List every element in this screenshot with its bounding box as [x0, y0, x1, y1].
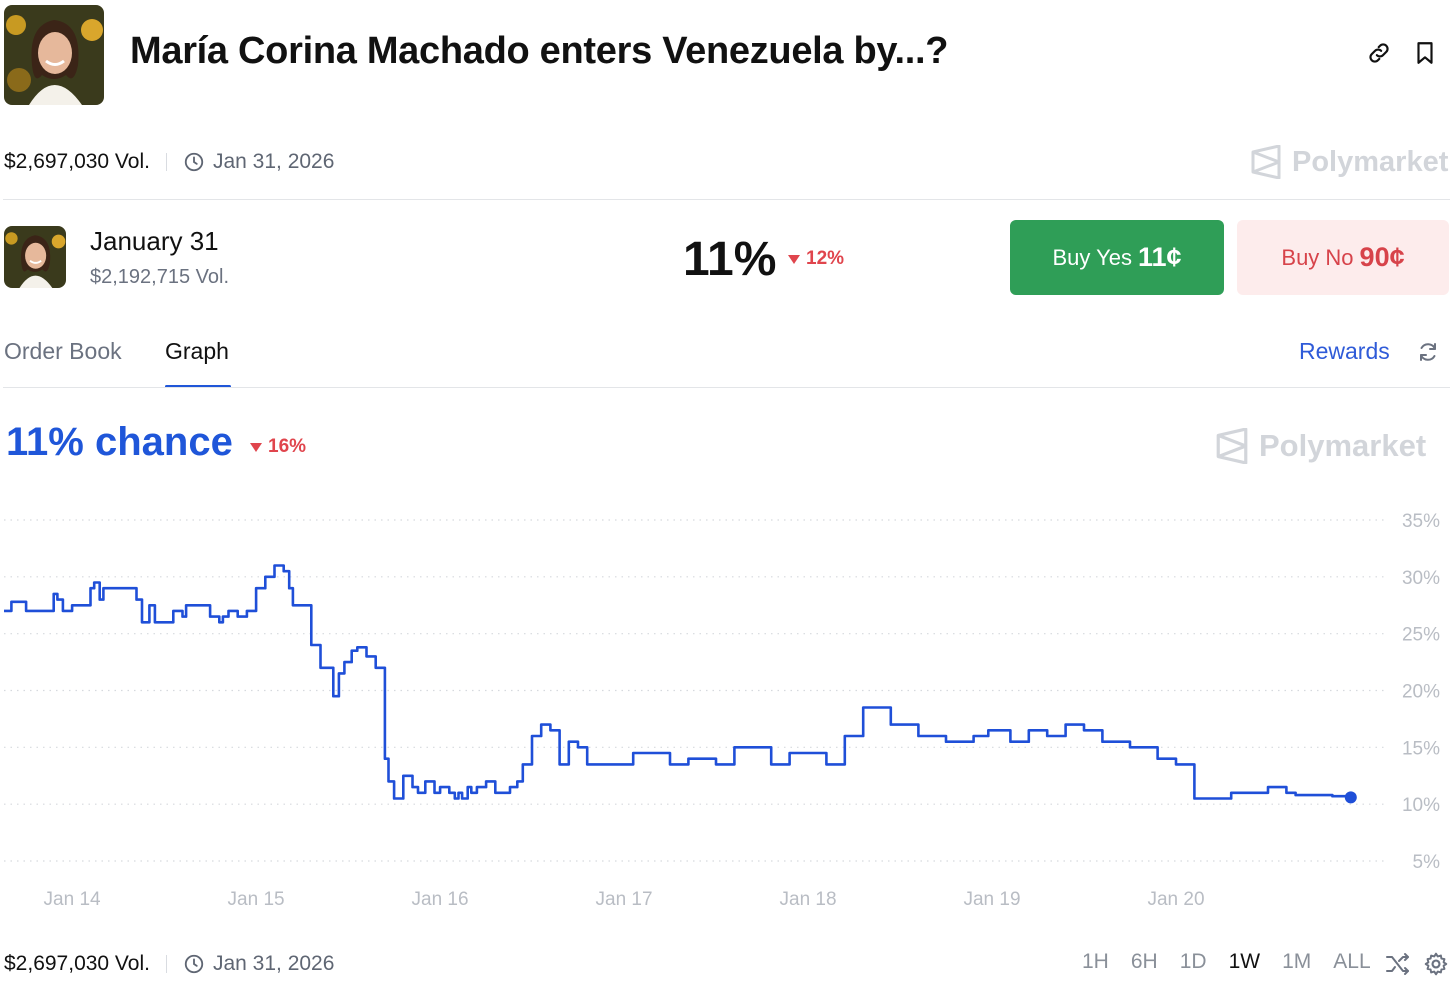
y-tick-label: 15% — [1402, 738, 1440, 759]
rewards-link[interactable]: Rewards — [1299, 338, 1390, 364]
polymarket-logo-icon — [1216, 428, 1248, 464]
outcome-name: January 31 — [90, 226, 219, 256]
y-tick-label: 20% — [1402, 682, 1440, 703]
range-option-1w[interactable]: 1W — [1228, 950, 1261, 973]
meta-separator — [165, 153, 167, 171]
outcome-change-badge: 12% — [788, 248, 844, 270]
buy-yes-label: Buy Yes — [1052, 244, 1132, 270]
buy-yes-price: 11¢ — [1137, 242, 1182, 272]
y-tick-label: 10% — [1402, 795, 1440, 816]
y-tick-label: 25% — [1402, 625, 1440, 646]
polymarket-brand: Polymarket — [1250, 145, 1448, 179]
market-end-date: Jan 31, 2026 — [212, 150, 335, 173]
x-tick-label: Jan 15 — [228, 889, 285, 910]
outcome-avatar — [4, 226, 66, 288]
settings-gear-icon[interactable] — [1423, 951, 1449, 977]
price-chart[interactable]: 35% 30% 25% 20% 15% 10% 5% Jan 14 Jan 15 Jan 16 J… — [0, 500, 1456, 920]
footer-volume: $2,697,030 Vol. — [4, 952, 150, 975]
active-tab-indicator — [165, 385, 231, 388]
footer-meta: $2,697,030 Vol. Jan 31, 2026 — [4, 952, 334, 976]
buy-yes-button[interactable]: Buy Yes 11¢ — [1010, 220, 1224, 295]
range-option-all[interactable]: ALL — [1333, 950, 1371, 973]
buy-no-price: 90¢ — [1359, 242, 1405, 272]
down-arrow-icon — [250, 442, 262, 452]
y-tick-label: 35% — [1402, 511, 1440, 532]
shuffle-icon[interactable] — [1385, 952, 1411, 976]
chance-label: 11% chance — [6, 420, 233, 464]
graph-change-value: 16% — [268, 436, 307, 457]
footer-end-date: Jan 31, 2026 — [212, 952, 335, 975]
y-tick-label: 30% — [1402, 568, 1440, 589]
range-option-1h[interactable]: 1H — [1082, 950, 1109, 973]
portrait-image — [4, 226, 66, 288]
market-volume: $2,697,030 Vol. — [4, 150, 150, 173]
brand-name: Polymarket — [1292, 145, 1449, 178]
tabs-divider — [3, 387, 1450, 388]
buy-no-button[interactable]: Buy No 90¢ — [1237, 220, 1449, 295]
meta-separator — [165, 955, 167, 973]
current-price-dot — [1344, 791, 1357, 804]
buy-no-label: Buy No — [1281, 244, 1354, 270]
graph-change-badge: 16% — [250, 436, 306, 458]
polymarket-brand-chart: Polymarket — [1215, 428, 1426, 464]
refresh-icon[interactable] — [1416, 340, 1440, 364]
header-divider — [3, 199, 1450, 200]
clock-icon — [184, 152, 204, 172]
portrait-image — [4, 5, 104, 105]
market-avatar — [4, 5, 104, 105]
x-tick-label: Jan 19 — [963, 889, 1020, 910]
x-tick-label: Jan 16 — [412, 889, 469, 910]
polymarket-logo-icon — [1251, 145, 1281, 179]
range-option-1m[interactable]: 1M — [1282, 950, 1312, 973]
x-tick-label: Jan 14 — [44, 889, 101, 910]
outcome-volume: $2,192,715 Vol. — [90, 266, 230, 288]
bookmark-icon[interactable] — [1412, 40, 1438, 66]
header-actions — [1366, 40, 1438, 66]
market-meta: $2,697,030 Vol. Jan 31, 2026 — [4, 150, 334, 174]
tab-order-book[interactable]: Order Book — [4, 338, 122, 364]
clock-icon — [184, 954, 204, 974]
y-tick-label: 5% — [1413, 852, 1441, 873]
price-line — [4, 564, 1353, 800]
range-option-6h[interactable]: 6H — [1130, 950, 1158, 973]
time-range-selector: 1H 6H 1D 1W 1M ALL — [1082, 950, 1393, 974]
link-icon[interactable] — [1366, 40, 1392, 66]
x-tick-label: Jan 18 — [780, 889, 837, 910]
range-option-1d[interactable]: 1D — [1179, 950, 1207, 973]
down-arrow-icon — [788, 254, 800, 264]
x-tick-label: Jan 17 — [596, 889, 653, 910]
tab-graph[interactable]: Graph — [165, 338, 229, 364]
brand-name: Polymarket — [1259, 428, 1427, 463]
outcome-change-value: 12% — [806, 248, 845, 269]
x-tick-label: Jan 20 — [1147, 889, 1204, 910]
outcome-probability: 11% — [683, 233, 777, 286]
market-title: María Corina Machado enters Venezuela by… — [130, 30, 949, 72]
